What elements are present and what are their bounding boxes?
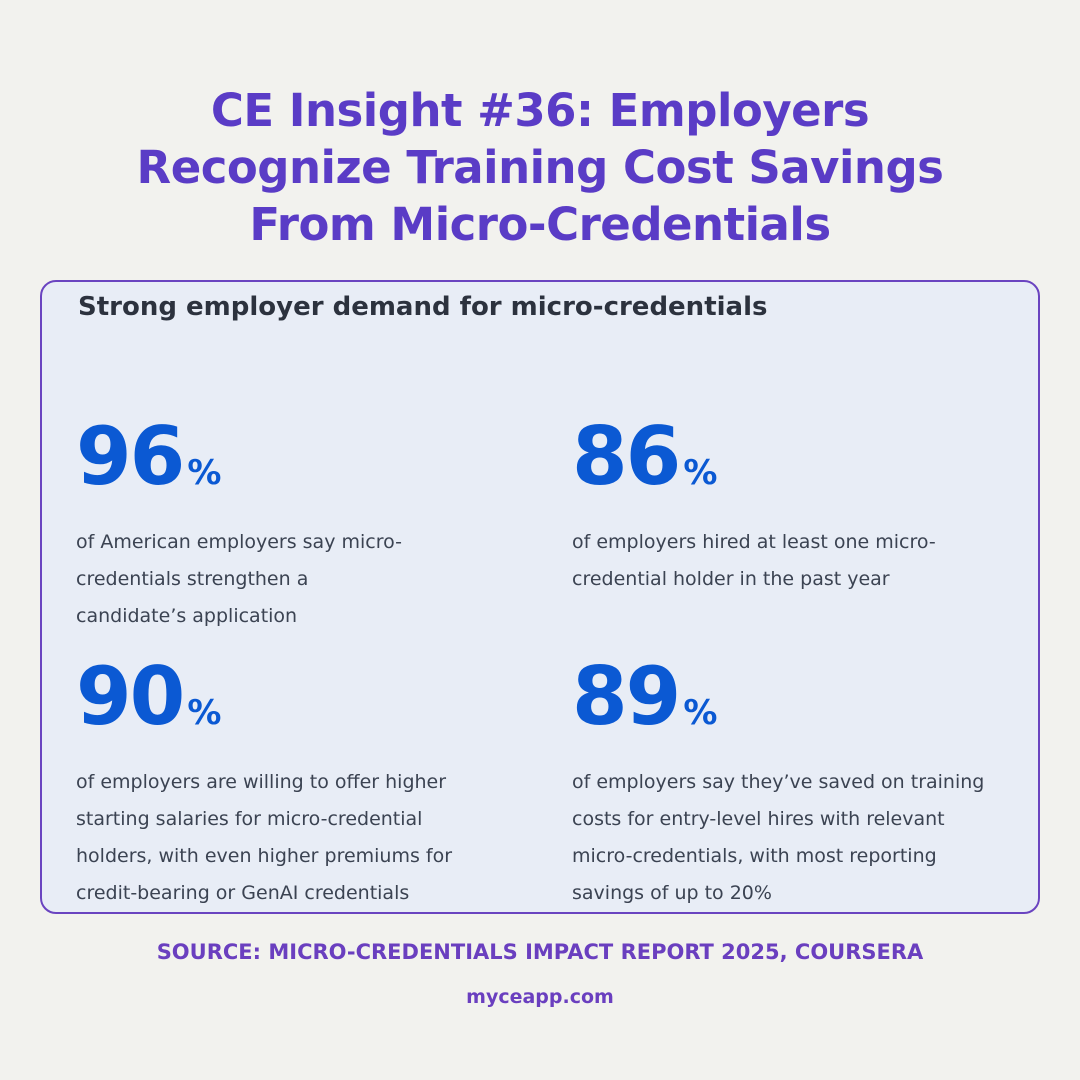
stat: 96% of American employers say micro-cred… [76,412,406,635]
stat-text: of employers are willing to offer higher… [76,771,453,904]
stat-value: 96 [76,410,185,503]
stat-value: 89 [572,650,681,743]
stat-value: 90 [76,650,185,743]
stat-value: 86 [572,410,681,503]
stat-text: of employers say they’ve saved on traini… [572,771,985,904]
website: myceapp.com [466,986,614,1008]
stat: 86% of employers hired at least one micr… [572,412,962,598]
stat-unit: % [683,453,718,493]
stat-unit: % [683,693,718,733]
stat-unit: % [187,453,222,493]
title: CE Insight #36: Employers Recognize Trai… [136,84,944,251]
panel-heading: Strong employer demand for micro-credent… [78,292,768,322]
source: SOURCE: MICRO-CREDENTIALS IMPACT REPORT … [156,940,924,964]
stat-number: 90% [76,652,476,758]
stat-number: 89% [572,652,1002,758]
stat-text: of employers hired at least one micro-cr… [572,531,936,590]
stat-number: 86% [572,412,962,518]
stats-panel: Strong employer demand for micro-credent… [40,280,1040,914]
stat: 90% of employers are willing to offer hi… [76,652,476,912]
stat-unit: % [187,693,222,733]
stat: 89% of employers say they’ve saved on tr… [572,652,1002,912]
stat-text: of American employers say micro-credenti… [76,531,402,627]
stat-number: 96% [76,412,406,518]
